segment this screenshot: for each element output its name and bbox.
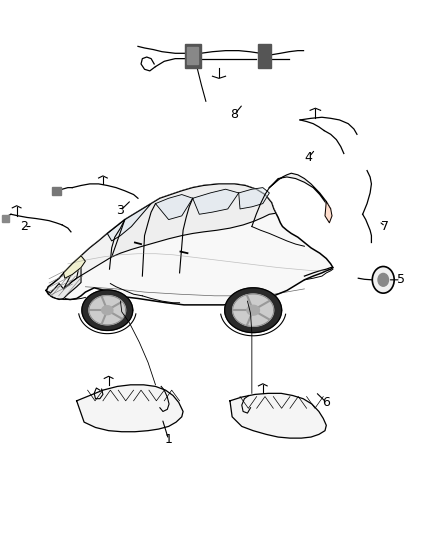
Polygon shape: [325, 201, 332, 223]
Text: 7: 7: [381, 220, 389, 233]
Circle shape: [372, 266, 394, 293]
Polygon shape: [155, 195, 193, 220]
Bar: [187, 47, 198, 64]
Polygon shape: [46, 184, 333, 305]
Polygon shape: [102, 306, 113, 314]
Polygon shape: [107, 204, 151, 241]
Polygon shape: [89, 296, 126, 325]
Text: 1: 1: [165, 433, 173, 446]
Polygon shape: [107, 184, 276, 257]
Text: 5: 5: [397, 273, 405, 286]
Text: 4: 4: [305, 151, 313, 164]
FancyBboxPatch shape: [52, 187, 61, 195]
Text: 8: 8: [230, 108, 238, 121]
Text: 3: 3: [117, 204, 124, 217]
Polygon shape: [233, 294, 274, 326]
Polygon shape: [269, 173, 331, 209]
Polygon shape: [46, 256, 81, 300]
Polygon shape: [247, 305, 259, 315]
Polygon shape: [64, 256, 85, 278]
Text: 2: 2: [20, 220, 28, 233]
Polygon shape: [230, 393, 326, 438]
Circle shape: [378, 273, 389, 286]
Text: 6: 6: [322, 396, 330, 409]
Polygon shape: [225, 288, 282, 333]
Polygon shape: [239, 188, 269, 209]
Polygon shape: [193, 189, 239, 214]
Polygon shape: [82, 290, 133, 330]
FancyBboxPatch shape: [2, 215, 9, 222]
Polygon shape: [77, 385, 183, 432]
Polygon shape: [64, 220, 125, 289]
FancyBboxPatch shape: [185, 44, 201, 68]
FancyBboxPatch shape: [258, 44, 271, 68]
